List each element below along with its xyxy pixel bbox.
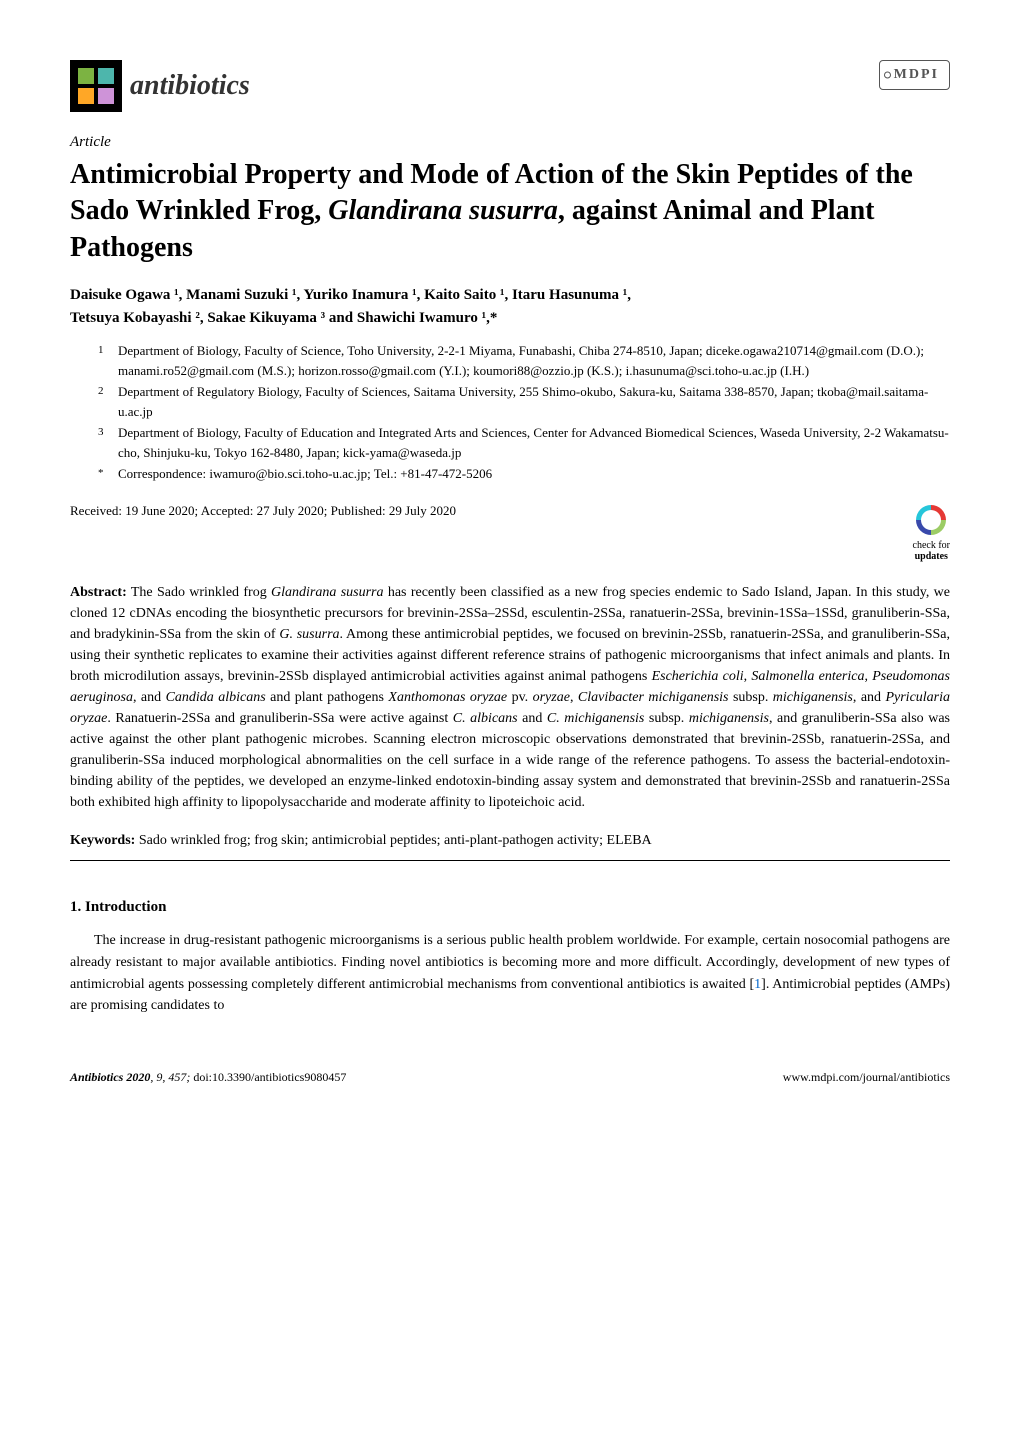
correspondence: * Correspondence: iwamuro@bio.sci.toho-u…	[98, 464, 950, 484]
species-name: G. susurra	[279, 627, 339, 642]
journal-logo: antibiotics	[70, 60, 250, 112]
affil-text: Correspondence: iwamuro@bio.sci.toho-u.a…	[118, 464, 950, 484]
affil-text: Department of Biology, Faculty of Scienc…	[118, 341, 950, 380]
affil-num: 2	[98, 382, 108, 421]
affil-num: *	[98, 464, 108, 484]
footer-url: www.mdpi.com/journal/antibiotics	[783, 1069, 950, 1086]
section-1-paragraph: The increase in drug-resistant pathogeni…	[70, 930, 950, 1017]
publisher-logo: MDPI	[879, 60, 950, 90]
check-updates-label-2: updates	[913, 551, 950, 562]
species-name: Xanthomonas oryzae	[388, 690, 507, 705]
affiliation-1: 1 Department of Biology, Faculty of Scie…	[98, 341, 950, 380]
keywords: Keywords: Sado wrinkled frog; frog skin;…	[70, 831, 950, 851]
authors: Daisuke Ogawa ¹, Manami Suzuki ¹, Yuriko…	[70, 284, 950, 329]
section-1-heading: 1. Introduction	[70, 897, 950, 918]
article-type: Article	[70, 132, 950, 153]
keywords-label: Keywords:	[70, 833, 135, 848]
affil-num: 3	[98, 423, 108, 462]
footer-citation: Antibiotics 2020, 9, 457; doi:10.3390/an…	[70, 1069, 346, 1086]
species-name: Candida albicans	[166, 690, 266, 705]
page-footer: Antibiotics 2020, 9, 457; doi:10.3390/an…	[70, 1065, 950, 1086]
species-name: C. michiganensis	[547, 711, 644, 726]
species-name: michiganensis	[689, 711, 769, 726]
title-species: Glandirana susurra	[328, 195, 558, 226]
publication-dates: Received: 19 June 2020; Accepted: 27 Jul…	[70, 502, 456, 520]
species-name: Glandirana susurra	[271, 585, 383, 600]
affiliation-3: 3 Department of Biology, Faculty of Educ…	[98, 423, 950, 462]
check-for-updates-badge[interactable]: check for updates	[913, 502, 950, 562]
species-name: oryzae	[533, 690, 570, 705]
affil-text: Department of Regulatory Biology, Facult…	[118, 382, 950, 421]
authors-line-2: Tetsuya Kobayashi ², Sakae Kikuyama ³ an…	[70, 307, 950, 330]
abstract: Abstract: The Sado wrinkled frog Glandir…	[70, 582, 950, 813]
keywords-text: Sado wrinkled frog; frog skin; antimicro…	[135, 833, 651, 848]
header: antibiotics MDPI	[70, 60, 950, 112]
species-name: Escherichia coli	[652, 669, 744, 684]
journal-logo-icon	[70, 60, 122, 112]
species-name: Salmonella enterica	[751, 669, 864, 684]
keywords-rule	[70, 860, 950, 861]
abstract-label: Abstract:	[70, 585, 127, 600]
authors-line-1: Daisuke Ogawa ¹, Manami Suzuki ¹, Yuriko…	[70, 284, 950, 307]
affiliations: 1 Department of Biology, Faculty of Scie…	[70, 341, 950, 484]
footer-journal: Antibiotics	[70, 1070, 123, 1084]
affil-num: 1	[98, 341, 108, 380]
journal-name: antibiotics	[130, 66, 250, 105]
article-title: Antimicrobial Property and Mode of Actio…	[70, 157, 950, 266]
species-name: C. albicans	[453, 711, 518, 726]
check-updates-icon	[913, 502, 949, 538]
species-name: Clavibacter michiganensis	[578, 690, 729, 705]
check-updates-label-1: check for	[913, 540, 950, 551]
affiliation-2: 2 Department of Regulatory Biology, Facu…	[98, 382, 950, 421]
species-name: michiganensis	[773, 690, 853, 705]
affil-text: Department of Biology, Faculty of Educat…	[118, 423, 950, 462]
